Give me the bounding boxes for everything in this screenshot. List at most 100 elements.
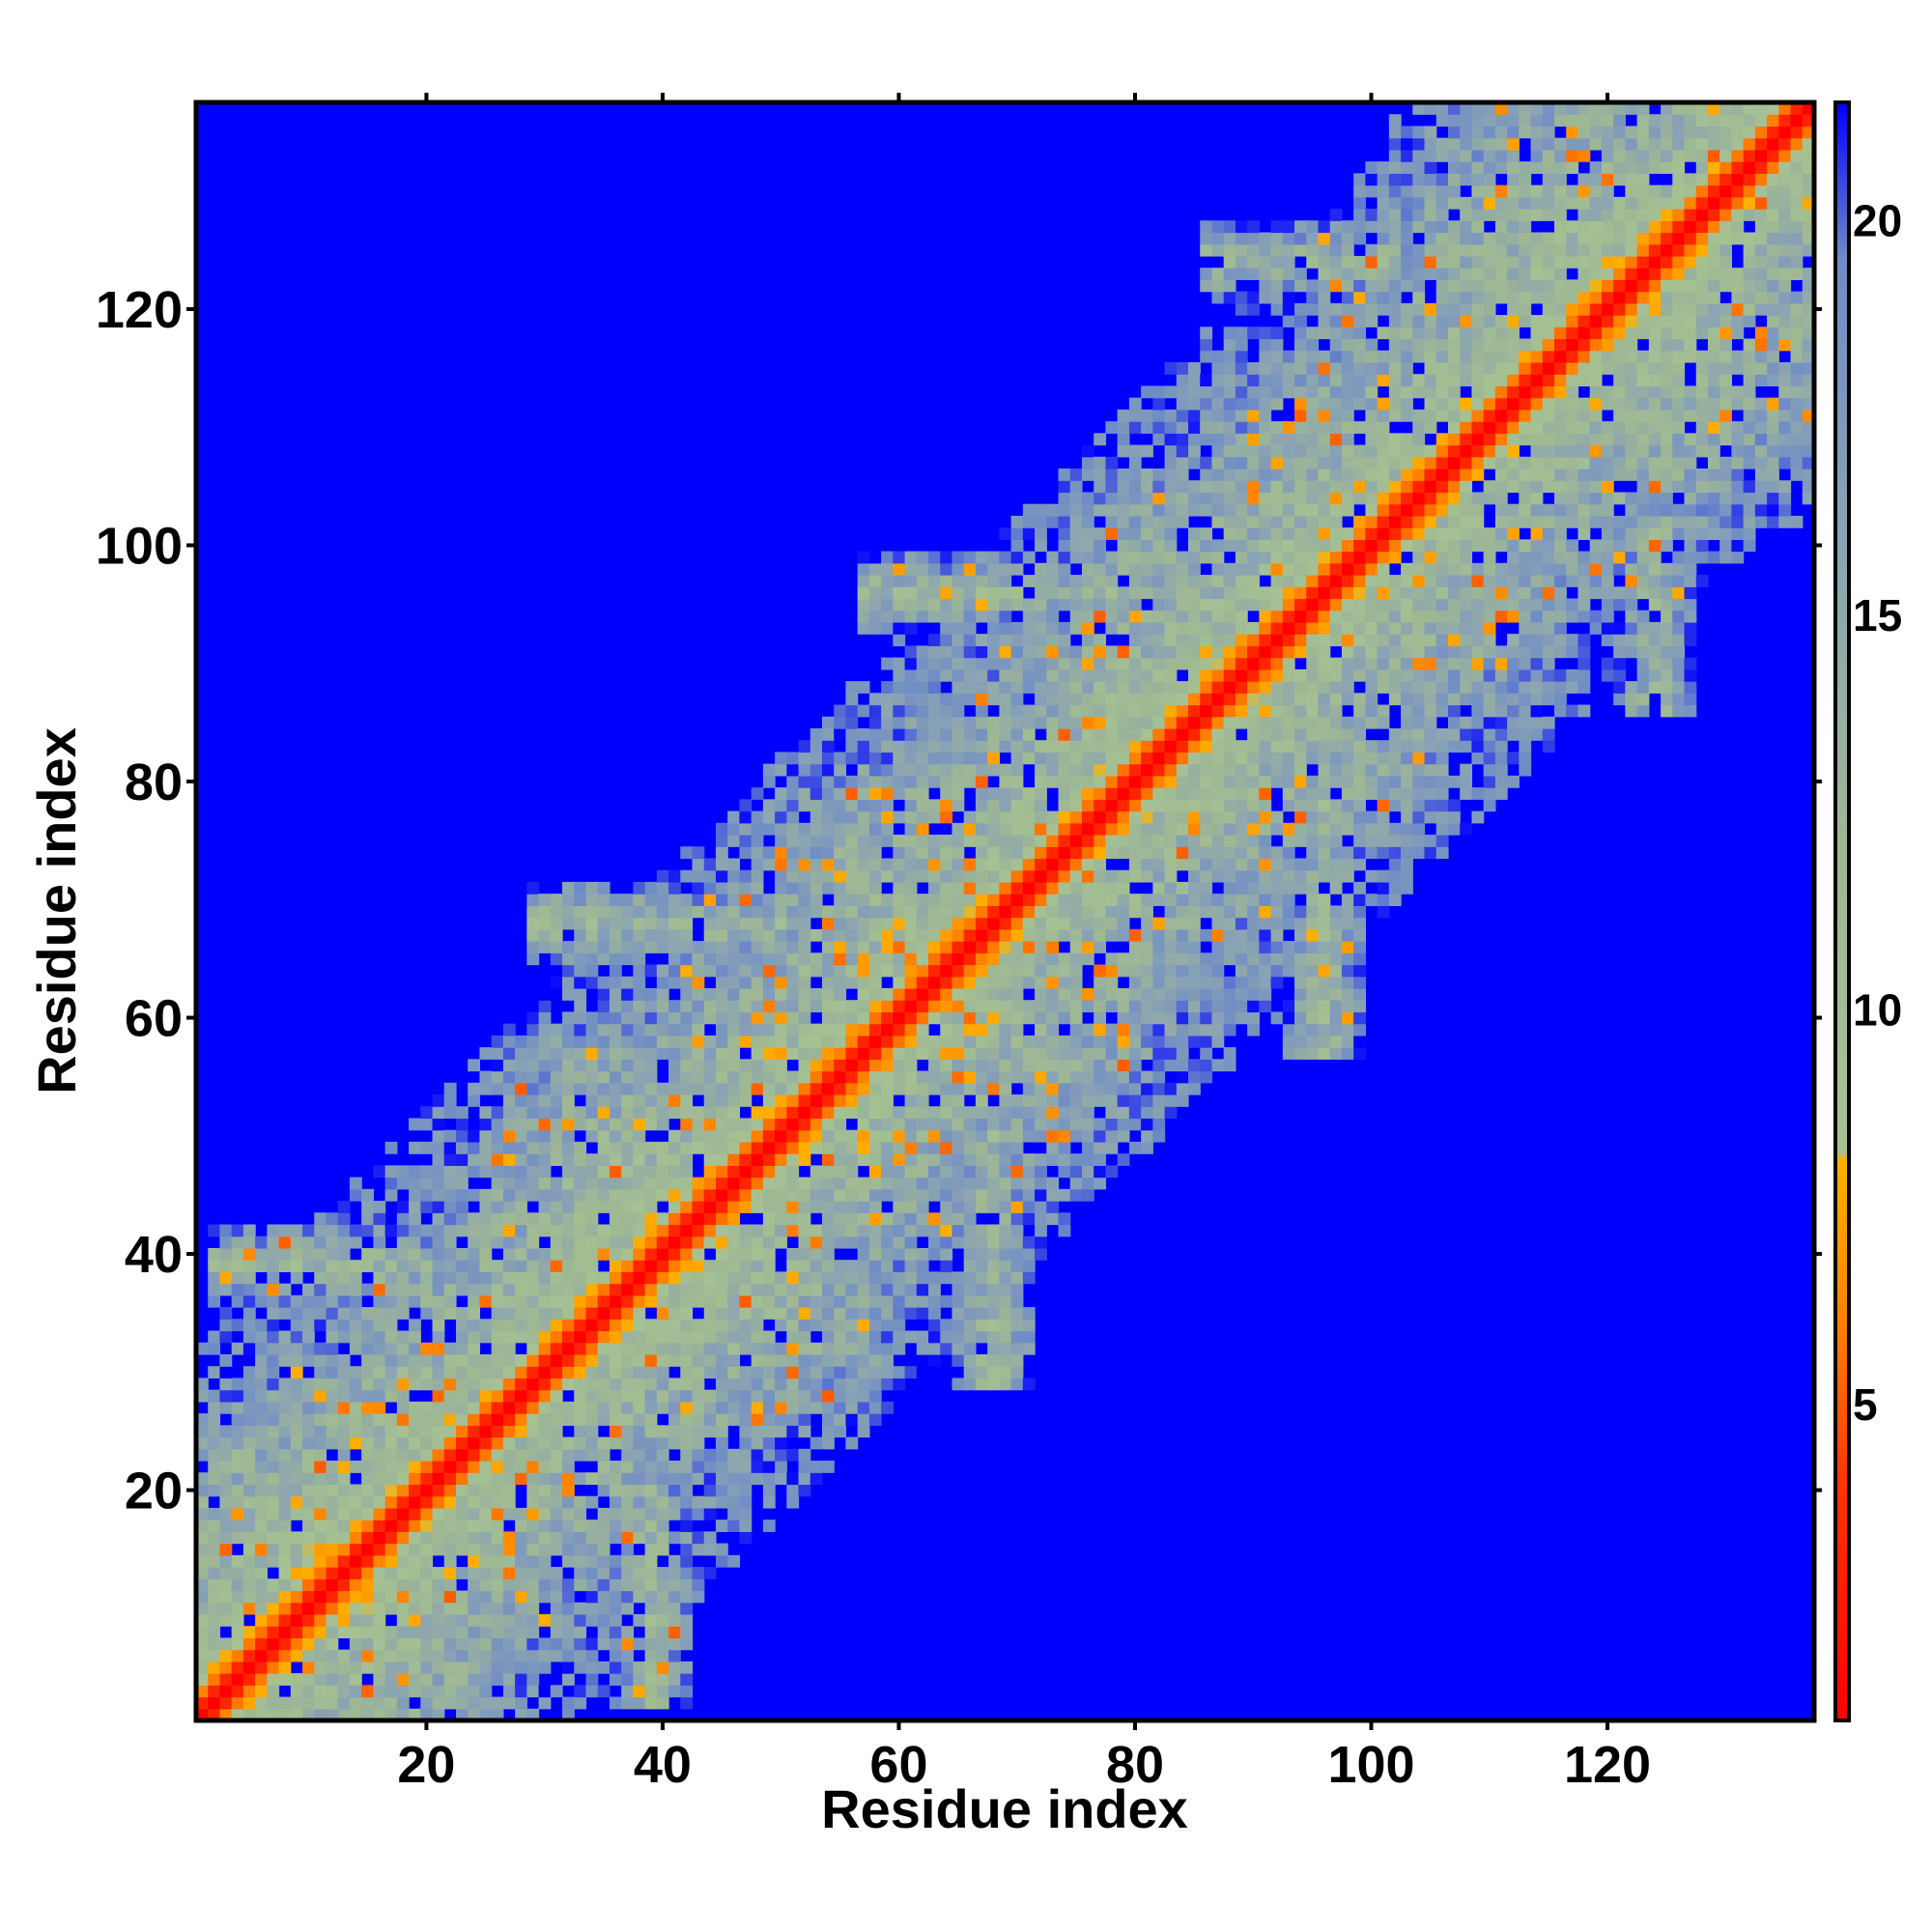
heatmap-cell [1069,480,1083,494]
heatmap-cell [1164,1011,1178,1025]
heatmap-cell [314,1543,327,1556]
heatmap-cell [432,1685,445,1698]
heatmap-cell [208,1271,221,1285]
heatmap-cell [420,1366,434,1379]
heatmap-cell [219,1247,233,1261]
heatmap-cell [1046,1000,1060,1013]
heatmap-cell [893,835,906,847]
heatmap-cell [1035,976,1047,989]
heatmap-cell [727,1023,741,1037]
heatmap-cell [916,1307,929,1320]
heatmap-cell [242,1708,256,1721]
heatmap-cell [585,1035,599,1048]
heatmap-cell [1022,1188,1036,1202]
heatmap-cell [349,1307,362,1320]
heatmap-cell [975,1165,988,1179]
heatmap-cell [1058,1118,1071,1131]
heatmap-cell [562,1590,575,1604]
heatmap-cell [739,964,753,978]
heatmap-cell [1223,586,1236,600]
heatmap-cell [409,1319,421,1332]
heatmap-cell [1035,787,1047,800]
heatmap-cell [916,1141,929,1154]
heatmap-cell [1081,681,1094,694]
heatmap-cell [420,1342,434,1355]
heatmap-cell [727,1070,741,1084]
heatmap-cell [881,941,894,953]
heatmap-cell [727,1141,741,1154]
heatmap-cell [1200,987,1213,1001]
heatmap-cell [1010,1330,1024,1344]
heatmap-cell [538,1319,552,1332]
heatmap-cell [1128,1023,1142,1037]
heatmap-cell [550,976,563,989]
heatmap-cell [515,1353,527,1367]
heatmap-cell [987,586,1000,600]
heatmap-cell [963,1366,977,1379]
heatmap-cell [904,752,918,765]
heatmap-cell [1117,693,1130,706]
heatmap-cell [1022,621,1036,635]
heatmap-cell [868,1353,882,1367]
heatmap-cell [326,1378,339,1391]
heatmap-cell [267,1626,280,1639]
heatmap-cell [396,1342,410,1355]
heatmap-cell [680,1129,694,1143]
heatmap-cell [834,810,847,824]
heatmap-cell [952,575,965,587]
heatmap-cell [834,1059,847,1072]
heatmap-cell [502,1413,516,1426]
heatmap-cell [242,1696,256,1710]
heatmap-cell [302,1247,315,1261]
heatmap-cell [1235,740,1248,753]
heatmap-cell [975,716,988,729]
heatmap-cell [940,787,953,800]
heatmap-cell [1022,846,1036,860]
heatmap-cell [1128,668,1142,682]
heatmap-cell [502,1059,516,1072]
heatmap-cell [1094,527,1107,540]
heatmap-cell [432,1224,445,1237]
heatmap-cell [1200,374,1213,387]
heatmap-cell [928,835,941,847]
heatmap-cell [644,1153,658,1166]
heatmap-cell [208,1649,221,1662]
heatmap-cell [609,1236,622,1249]
heatmap-cell [952,551,965,564]
heatmap-cell [515,1708,527,1721]
heatmap-cell [550,917,563,930]
heatmap-cell [715,1247,728,1261]
heatmap-cell [526,1661,540,1674]
heatmap-cell [1152,1082,1166,1095]
heatmap-cell [290,1342,303,1355]
heatmap-cell [845,976,859,989]
heatmap-cell [1094,917,1107,930]
heatmap-cell [455,1543,469,1556]
heatmap-cell [916,610,929,623]
heatmap-cell [409,1567,421,1579]
heatmap-cell [1223,727,1236,741]
heatmap-cell [868,964,882,978]
heatmap-cell [326,1236,339,1249]
heatmap-cell [786,1319,800,1332]
heatmap-cell [940,810,953,824]
heatmap-cell [443,1543,457,1556]
heatmap-cell [1223,279,1236,293]
heatmap-cell [1069,763,1083,777]
heatmap-cell [597,1035,611,1048]
heatmap-cell [952,1165,965,1179]
heatmap-cell [585,1070,599,1084]
heatmap-cell [727,1082,741,1095]
heatmap-cell [987,1260,1000,1273]
heatmap-cell [1105,835,1119,847]
heatmap-cell [762,1106,776,1120]
heatmap-cell [916,693,929,706]
heatmap-cell [432,1283,445,1296]
heatmap-cell [987,575,1000,587]
heatmap-cell [1223,243,1236,257]
heatmap-cell [479,1567,493,1579]
heatmap-cell [219,1590,233,1604]
heatmap-cell [1223,681,1236,694]
heatmap-cell [727,1484,741,1497]
heatmap-cell [349,1177,362,1190]
